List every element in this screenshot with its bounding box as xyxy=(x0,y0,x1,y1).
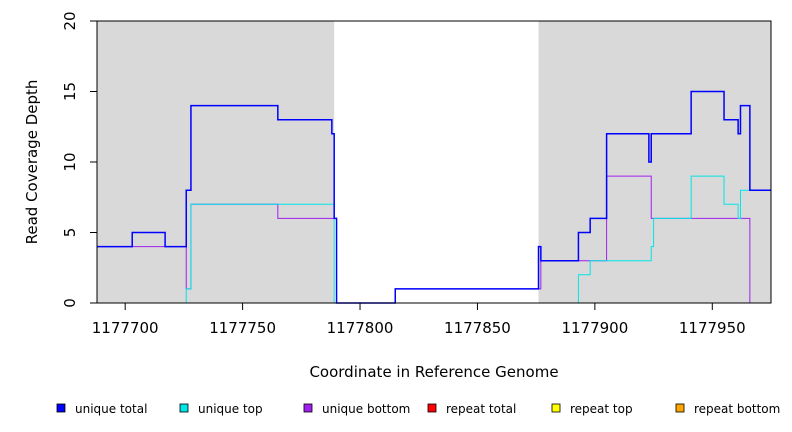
legend-item-repeat-total: repeat total xyxy=(427,402,516,416)
legend-swatch xyxy=(551,403,561,413)
series-line-unique-top xyxy=(97,175,771,304)
legend-label: repeat total xyxy=(446,402,516,416)
x-tick-label: 1177900 xyxy=(561,319,628,337)
legend-label: repeat top xyxy=(570,402,633,416)
series-line-unique-total xyxy=(97,90,771,304)
x-tick-label: 1177850 xyxy=(444,319,511,337)
x-axis-title: Coordinate in Reference Genome xyxy=(309,363,558,381)
legend-label: unique top xyxy=(198,402,263,416)
x-tick-label: 1177750 xyxy=(209,319,276,337)
y-tick-label: 20 xyxy=(61,11,79,30)
legend-item-repeat-top: repeat top xyxy=(551,402,633,416)
legend-swatch xyxy=(427,403,437,413)
axes: 1177700 1177750 1177800 1177850 1177900 11779… xyxy=(61,11,746,337)
x-tick-label: 1177700 xyxy=(92,319,159,337)
legend-swatch xyxy=(56,403,66,413)
y-tick-label: 5 xyxy=(61,228,79,238)
legend-label: unique total xyxy=(75,402,147,416)
legend-item-unique-top: unique top xyxy=(179,402,263,416)
legend-item-repeat-bottom: repeat bottom xyxy=(675,402,780,416)
y-tick-label: 10 xyxy=(61,152,79,171)
legend-swatch xyxy=(179,403,189,413)
legend-item-unique-total: unique total xyxy=(56,402,147,416)
legend-swatch xyxy=(675,403,685,413)
x-tick-label: 1177950 xyxy=(679,319,746,337)
shaded-region-2 xyxy=(538,21,771,303)
y-tick-label: 15 xyxy=(61,82,79,101)
y-tick-label: 0 xyxy=(61,298,79,308)
legend-label: repeat bottom xyxy=(694,402,780,416)
legend-swatch xyxy=(303,403,313,413)
shaded-region-1 xyxy=(97,21,335,303)
shaded-regions xyxy=(97,21,771,303)
y-axis-title: Read Coverage Depth xyxy=(23,80,41,245)
legend-item-unique-bottom: unique bottom xyxy=(303,402,410,416)
legend: unique total unique top unique bottom repea… xyxy=(56,402,780,416)
legend-label: unique bottom xyxy=(322,402,410,416)
x-tick-label: 1177800 xyxy=(327,319,394,337)
